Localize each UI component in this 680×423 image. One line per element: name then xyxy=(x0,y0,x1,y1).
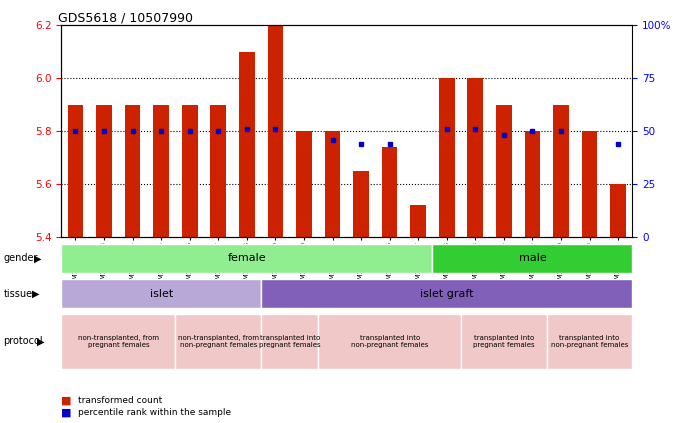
Text: ■: ■ xyxy=(61,396,71,406)
Bar xyxy=(381,147,398,237)
Bar xyxy=(261,314,318,369)
Text: non-transplanted, from
pregnant females: non-transplanted, from pregnant females xyxy=(78,335,159,348)
Text: male: male xyxy=(519,253,546,264)
Bar xyxy=(353,171,369,237)
Bar xyxy=(432,244,632,273)
Text: percentile rank within the sample: percentile rank within the sample xyxy=(78,408,231,417)
Bar xyxy=(496,105,512,237)
Text: islet graft: islet graft xyxy=(420,288,473,299)
Text: female: female xyxy=(228,253,266,264)
Bar xyxy=(210,105,226,237)
Text: ■: ■ xyxy=(61,407,71,418)
Bar xyxy=(239,52,255,237)
Bar xyxy=(296,131,312,237)
Bar xyxy=(547,314,632,369)
Text: ▶: ▶ xyxy=(32,288,39,299)
Bar xyxy=(581,131,598,237)
Bar xyxy=(61,279,261,308)
Bar xyxy=(324,131,341,237)
Text: transplanted into
pregnant females: transplanted into pregnant females xyxy=(259,335,320,348)
Bar xyxy=(318,314,461,369)
Bar xyxy=(61,244,432,273)
Text: transplanted into
non-pregnant females: transplanted into non-pregnant females xyxy=(351,335,428,348)
Bar xyxy=(182,105,198,237)
Bar xyxy=(124,105,141,237)
Bar xyxy=(96,105,112,237)
Bar xyxy=(61,314,175,369)
Bar xyxy=(153,105,169,237)
Text: tissue: tissue xyxy=(3,288,33,299)
Bar xyxy=(261,279,632,308)
Bar xyxy=(461,314,547,369)
Text: gender: gender xyxy=(3,253,38,264)
Text: ▶: ▶ xyxy=(34,253,41,264)
Bar xyxy=(175,314,261,369)
Bar xyxy=(524,131,541,237)
Text: non-transplanted, from
non-pregnant females: non-transplanted, from non-pregnant fema… xyxy=(177,335,259,348)
Text: protocol: protocol xyxy=(3,336,43,346)
Bar xyxy=(439,78,455,237)
Bar xyxy=(67,105,84,237)
Text: transformed count: transformed count xyxy=(78,396,163,405)
Text: transplanted into
non-pregnant females: transplanted into non-pregnant females xyxy=(551,335,628,348)
Text: transplanted into
pregnant females: transplanted into pregnant females xyxy=(473,335,534,348)
Text: islet: islet xyxy=(150,288,173,299)
Bar xyxy=(610,184,626,237)
Bar xyxy=(467,78,483,237)
Bar xyxy=(410,205,426,237)
Bar xyxy=(267,25,284,237)
Text: ▶: ▶ xyxy=(37,336,45,346)
Bar xyxy=(553,105,569,237)
Text: GDS5618 / 10507990: GDS5618 / 10507990 xyxy=(58,11,193,24)
